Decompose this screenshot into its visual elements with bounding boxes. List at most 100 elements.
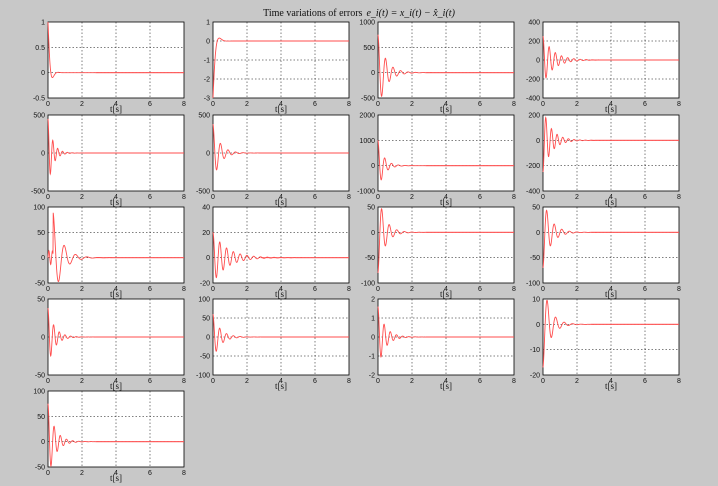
- x-tick-label: 8: [182, 194, 186, 201]
- x-tick-label: 2: [575, 101, 579, 108]
- y-tick-label: 0: [206, 39, 210, 46]
- x-axis-label: t[s]: [440, 289, 452, 299]
- x-tick-label: 0: [376, 286, 380, 293]
- x-tick-label: 4: [279, 194, 283, 201]
- x-tick-label: 8: [512, 378, 516, 385]
- y-tick-label: -3: [204, 96, 210, 103]
- y-tick-label: -2: [369, 373, 375, 380]
- x-axis-label: t[s]: [605, 289, 617, 299]
- x-axis-label: t[s]: [440, 197, 452, 207]
- y-tick-label: 0: [206, 335, 210, 342]
- y-tick-label: 500: [33, 113, 45, 120]
- y-tick-label: 0: [536, 230, 540, 237]
- x-tick-label: 2: [410, 286, 414, 293]
- x-axis-label: t[s]: [275, 381, 287, 391]
- y-tick-label: 0: [41, 335, 45, 342]
- x-tick-label: 0: [211, 194, 215, 201]
- x-tick-label: 6: [148, 286, 152, 293]
- x-axis-label: t[s]: [275, 104, 287, 114]
- x-tick-label: 6: [313, 286, 317, 293]
- x-tick-label: 6: [313, 194, 317, 201]
- y-tick-label: 0: [206, 151, 210, 158]
- y-tick-label: 50: [202, 316, 210, 323]
- y-tick-label: 0: [536, 322, 540, 329]
- x-tick-label: 4: [114, 101, 118, 108]
- y-tick-label: 50: [37, 297, 45, 304]
- x-tick-label: 2: [80, 194, 84, 201]
- x-tick-label: 4: [114, 378, 118, 385]
- x-tick-label: 0: [541, 286, 545, 293]
- x-tick-label: 2: [80, 286, 84, 293]
- y-tick-label: 500: [198, 113, 210, 120]
- y-tick-label: 400: [528, 20, 540, 27]
- y-tick-label: 1: [206, 20, 210, 27]
- x-tick-label: 8: [677, 101, 681, 108]
- x-axis-label: t[s]: [605, 104, 617, 114]
- x-axis-label: t[s]: [110, 473, 122, 483]
- x-axis-label: t[s]: [605, 381, 617, 391]
- x-tick-label: 0: [46, 470, 50, 477]
- x-tick-label: 0: [541, 378, 545, 385]
- x-tick-label: 6: [478, 286, 482, 293]
- y-tick-label: -100: [196, 373, 210, 380]
- x-axis-label: t[s]: [110, 104, 122, 114]
- x-tick-label: 2: [575, 286, 579, 293]
- x-tick-label: 0: [376, 194, 380, 201]
- axes-box: [377, 206, 515, 284]
- x-tick-label: 6: [313, 378, 317, 385]
- x-tick-label: 2: [80, 470, 84, 477]
- x-tick-label: 4: [114, 286, 118, 293]
- y-tick-label: 100: [33, 205, 45, 212]
- x-tick-label: 8: [347, 101, 351, 108]
- y-tick-label: 0: [371, 335, 375, 342]
- x-axis-label: t[s]: [440, 104, 452, 114]
- x-tick-label: 0: [211, 101, 215, 108]
- y-tick-label: 2: [371, 297, 375, 304]
- x-tick-label: 8: [347, 378, 351, 385]
- y-tick-label: 1: [41, 20, 45, 27]
- x-tick-label: 4: [609, 378, 613, 385]
- x-tick-label: 4: [609, 101, 613, 108]
- x-tick-label: 8: [512, 194, 516, 201]
- subplot-12: 0 2 4 6 8 50 0 -50 -100 t[s]: [526, 205, 681, 300]
- y-tick-label: 0: [536, 58, 540, 65]
- y-tick-label: 0: [41, 439, 45, 446]
- x-tick-label: 4: [444, 101, 448, 108]
- y-tick-label: -20: [200, 281, 210, 288]
- x-tick-label: 4: [444, 286, 448, 293]
- x-tick-label: 4: [114, 194, 118, 201]
- x-tick-label: 2: [575, 378, 579, 385]
- x-tick-label: 8: [512, 101, 516, 108]
- y-tick-label: -100: [526, 281, 540, 288]
- y-tick-label: -500: [31, 189, 45, 196]
- x-tick-label: 0: [46, 378, 50, 385]
- subplot-15: 0 2 4 6 8 2 1 0 -1 -2 t[s]: [369, 297, 516, 392]
- x-axis-label: t[s]: [110, 197, 122, 207]
- x-tick-label: 0: [46, 194, 50, 201]
- x-tick-label: 6: [643, 378, 647, 385]
- x-tick-label: 8: [677, 378, 681, 385]
- x-tick-label: 2: [575, 194, 579, 201]
- x-tick-label: 0: [46, 286, 50, 293]
- x-tick-label: 4: [114, 470, 118, 477]
- x-tick-label: 8: [512, 286, 516, 293]
- x-tick-label: 2: [410, 194, 414, 201]
- y-tick-label: 2000: [359, 113, 375, 120]
- x-tick-label: 6: [643, 286, 647, 293]
- x-tick-label: 4: [279, 286, 283, 293]
- y-tick-label: 200: [528, 113, 540, 120]
- x-axis-label: t[s]: [275, 289, 287, 299]
- y-tick-label: -50: [35, 281, 45, 288]
- x-tick-label: 6: [313, 101, 317, 108]
- subplot-2: 0 2 4 6 810-1-2-3t[s]: [204, 20, 351, 115]
- y-tick-label: -500: [196, 189, 210, 196]
- x-tick-label: 0: [541, 194, 545, 201]
- y-tick-label: 1: [371, 316, 375, 323]
- x-tick-label: 8: [182, 378, 186, 385]
- x-tick-label: 2: [410, 101, 414, 108]
- x-tick-label: 8: [182, 286, 186, 293]
